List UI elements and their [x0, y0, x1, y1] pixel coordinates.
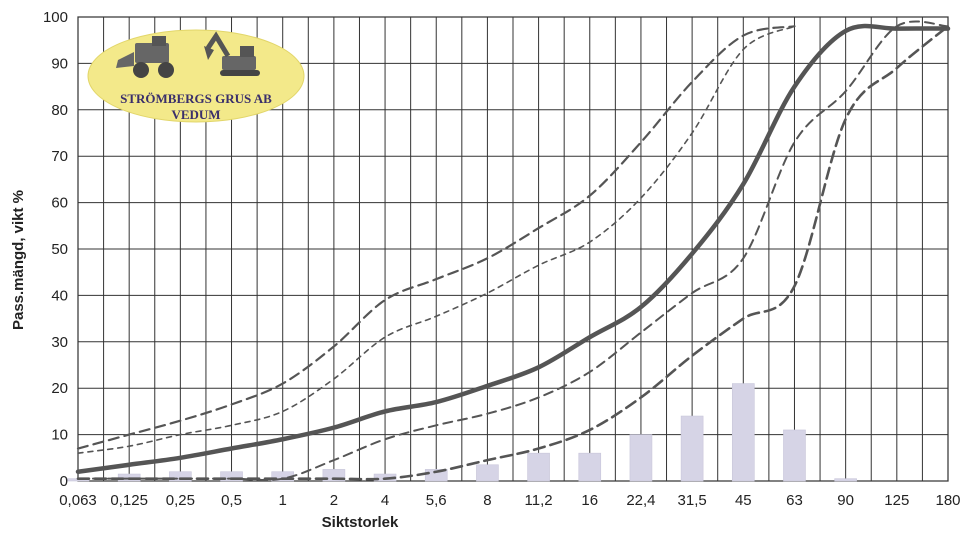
x-tick-label: 11,2 — [525, 492, 553, 509]
x-tick-label: 2 — [330, 492, 338, 509]
y-tick-label: 50 — [51, 241, 68, 258]
y-tick-label: 70 — [51, 148, 68, 165]
x-tick-label: 31,5 — [678, 492, 707, 509]
bar — [731, 383, 755, 482]
y-tick-label: 10 — [51, 427, 68, 444]
x-axis-label: Siktstorlek — [322, 514, 399, 531]
series-line-dashed-upper — [76, 25, 796, 450]
y-axis-label: Pass.mängd, vikt % — [10, 190, 27, 330]
series-line-solid — [75, 23, 951, 474]
bar — [476, 464, 499, 482]
logo-line2: VEDUM — [171, 107, 220, 122]
company-logo: STRÖMBERGS GRUS AB VEDUM — [87, 29, 305, 123]
excavator-icon — [204, 31, 260, 76]
y-tick-label: 30 — [51, 334, 68, 351]
bar — [578, 452, 602, 482]
y-tick-label: 60 — [51, 195, 68, 212]
y-tick-label: 100 — [43, 9, 68, 26]
bar — [220, 471, 243, 482]
y-tick-label: 20 — [51, 380, 68, 397]
x-tick-label: 5,6 — [426, 492, 447, 509]
x-tick-label: 90 — [837, 492, 854, 509]
x-tick-label: 180 — [935, 492, 960, 509]
y-tick-label: 80 — [51, 102, 68, 119]
x-tick-labels: 0,063 0,125 0,25 0,5 1 2 4 5,6 8 11,2 16 22,4 31,5 45… — [59, 492, 960, 509]
x-tick-label: 8 — [483, 492, 491, 509]
series-line-dashed-lowest — [76, 24, 950, 481]
logo-line1: STRÖMBERGS GRUS AB — [120, 91, 272, 106]
y-tick-label: 90 — [51, 55, 68, 72]
bar — [169, 471, 192, 482]
bar — [322, 469, 346, 482]
y-tick-labels: 0 10 20 30 40 50 60 70 80 90 100 — [43, 9, 68, 490]
x-tick-label: 4 — [381, 492, 389, 509]
x-tick-label: 0,25 — [166, 492, 195, 509]
bar — [629, 434, 653, 482]
x-tick-label: 0,063 — [59, 492, 97, 509]
wheel-loader-icon — [116, 36, 174, 78]
bar — [680, 415, 704, 482]
series-line-dashed-inner — [77, 25, 796, 454]
x-tick-label: 45 — [735, 492, 752, 509]
y-tick-label: 0 — [60, 473, 68, 490]
x-tick-label: 63 — [786, 492, 803, 509]
x-tick-label: 16 — [581, 492, 598, 509]
x-tick-label: 125 — [884, 492, 909, 509]
bar — [527, 452, 550, 482]
bar — [834, 478, 857, 482]
x-tick-label: 0,5 — [221, 492, 242, 509]
x-tick-label: 0,125 — [110, 492, 148, 509]
line-series — [75, 20, 951, 482]
bar — [424, 469, 448, 482]
bar — [783, 429, 806, 482]
x-tick-label: 22,4 — [626, 492, 655, 509]
x-tick-label: 1 — [279, 492, 287, 509]
y-tick-label: 40 — [51, 287, 68, 304]
